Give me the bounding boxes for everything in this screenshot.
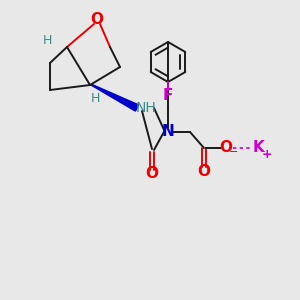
Text: H: H: [90, 92, 100, 104]
Text: H: H: [42, 34, 52, 46]
Polygon shape: [92, 85, 139, 111]
Text: O: O: [220, 140, 232, 155]
Text: O: O: [146, 167, 158, 182]
Text: O: O: [91, 13, 103, 28]
Text: O: O: [197, 164, 211, 178]
Text: NH: NH: [136, 101, 156, 115]
Text: −: −: [229, 147, 239, 157]
Text: +: +: [262, 148, 272, 160]
Text: F: F: [163, 88, 173, 103]
Text: N: N: [162, 124, 174, 140]
Text: K: K: [252, 140, 264, 155]
